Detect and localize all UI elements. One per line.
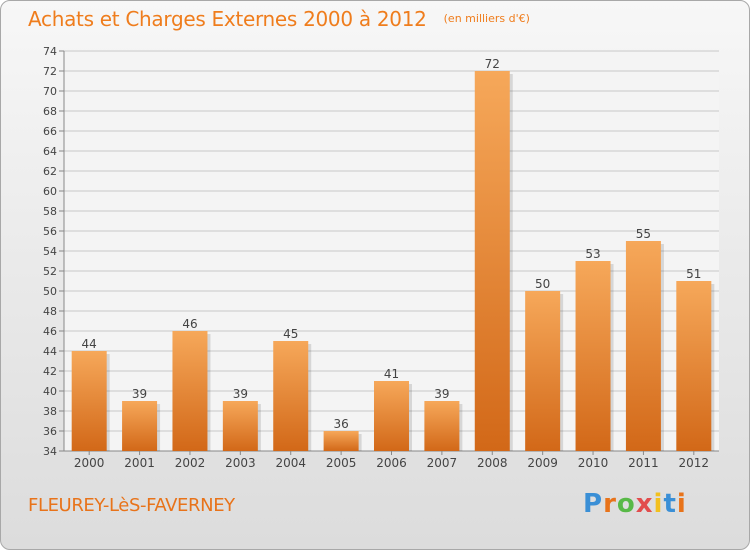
town-name: FLEUREY-LèS-FAVERNEY [28, 495, 235, 516]
x-tick-label: 2011 [628, 456, 659, 470]
chart-title: Achats et Charges Externes 2000 à 2012 [28, 7, 427, 31]
bar-value-label: 44 [82, 337, 97, 351]
bar-2000 [71, 351, 107, 451]
x-tick-label: 2007 [427, 456, 458, 470]
y-tick-label: 40 [43, 385, 57, 398]
title-row: Achats et Charges Externes 2000 à 2012 (… [28, 7, 530, 31]
x-tick-label: 2006 [376, 456, 407, 470]
x-tick-label: 2009 [527, 456, 558, 470]
logo-letter: i [653, 489, 664, 519]
bar-value-label: 50 [535, 277, 550, 291]
y-tick-label: 46 [43, 325, 57, 338]
bar-2003 [222, 401, 258, 451]
logo-letter: x [635, 489, 654, 519]
bar-value-label: 46 [182, 317, 197, 331]
bar-2007 [424, 401, 460, 451]
x-tick-label: 2012 [679, 456, 710, 470]
bar-value-label: 39 [233, 387, 248, 401]
y-tick-label: 34 [43, 445, 57, 458]
bar-2008 [474, 71, 510, 451]
y-tick-label: 50 [43, 285, 57, 298]
x-tick-label: 2002 [175, 456, 206, 470]
logo-letter: o [616, 489, 636, 519]
y-tick-label: 44 [43, 345, 57, 358]
x-tick-label: 2001 [124, 456, 155, 470]
x-tick-label: 2005 [326, 456, 357, 470]
y-tick-label: 62 [43, 165, 57, 178]
y-tick-label: 68 [43, 105, 57, 118]
bar-value-label: 41 [384, 367, 399, 381]
chart-unit: (en milliers d'€) [443, 12, 530, 25]
logo-letter: r [603, 489, 617, 519]
y-tick-label: 38 [43, 405, 57, 418]
y-tick-label: 58 [43, 205, 57, 218]
bar-value-label: 39 [132, 387, 147, 401]
y-tick-label: 66 [43, 125, 57, 138]
y-tick-label: 60 [43, 185, 57, 198]
bar-value-label: 53 [585, 247, 600, 261]
bar-value-label: 36 [333, 417, 348, 431]
y-tick-label: 54 [43, 245, 57, 258]
bar-value-label: 51 [686, 267, 701, 281]
bar-2004 [273, 341, 309, 451]
bar-2012 [676, 281, 712, 451]
y-tick-label: 70 [43, 85, 57, 98]
y-tick-label: 42 [43, 365, 57, 378]
proxiti-logo: Proxiti [583, 489, 687, 519]
y-tick-label: 48 [43, 305, 57, 318]
y-tick-label: 72 [43, 65, 57, 78]
y-tick-label: 36 [43, 425, 57, 438]
bar-value-label: 39 [434, 387, 449, 401]
bar-value-label: 45 [283, 327, 298, 341]
y-tick-label: 56 [43, 225, 57, 238]
bar-value-label: 72 [485, 57, 500, 71]
bar-2009 [525, 291, 561, 451]
y-tick-label: 64 [43, 145, 57, 158]
bar-2010 [575, 261, 611, 451]
bar-2001 [122, 401, 158, 451]
x-tick-label: 2000 [74, 456, 105, 470]
x-tick-label: 2003 [225, 456, 256, 470]
x-tick-label: 2008 [477, 456, 508, 470]
bar-2002 [172, 331, 208, 451]
logo-letter: t [663, 489, 677, 519]
logo-letter: i [676, 489, 687, 519]
logo-letter: P [583, 489, 604, 519]
x-tick-label: 2010 [578, 456, 609, 470]
bar-2011 [625, 241, 661, 451]
bar-value-label: 55 [636, 227, 651, 241]
y-tick-label: 52 [43, 265, 57, 278]
bar-2006 [374, 381, 409, 451]
bar-2005 [323, 431, 359, 451]
y-tick-label: 74 [43, 45, 57, 58]
x-tick-label: 2004 [275, 456, 306, 470]
